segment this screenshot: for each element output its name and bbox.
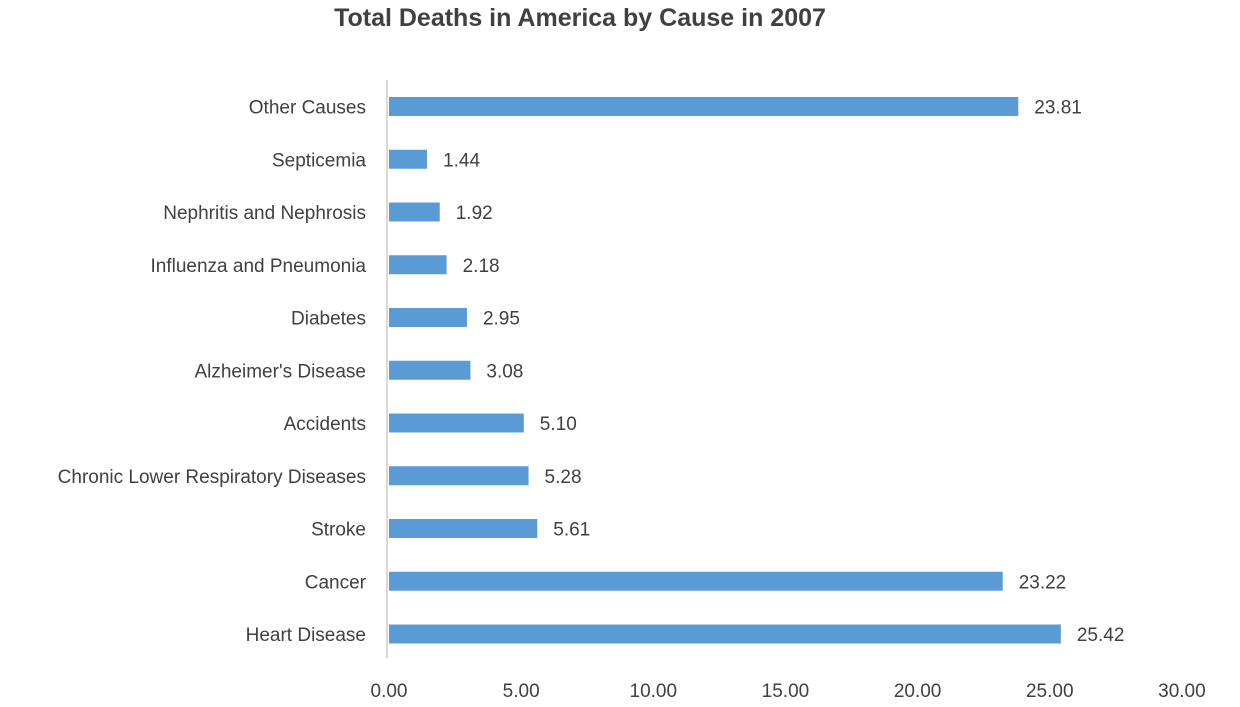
category-label: Other Causes [249, 98, 366, 119]
data-label: 1.92 [456, 203, 493, 224]
data-label: 5.28 [545, 467, 582, 488]
data-label: 3.08 [486, 361, 523, 382]
bar [389, 360, 471, 380]
bar [389, 466, 529, 486]
category-label: Cancer [305, 572, 367, 593]
data-label: 25.42 [1077, 625, 1125, 646]
bar [389, 624, 1061, 644]
x-tick-label: 30.00 [1158, 681, 1206, 702]
category-label: Stroke [311, 520, 366, 541]
category-label: Diabetes [291, 309, 366, 330]
x-tick-label: 15.00 [762, 681, 810, 702]
bar [389, 571, 1003, 591]
bar [389, 202, 440, 222]
data-label: 1.44 [443, 150, 480, 171]
bar [389, 308, 467, 327]
data-label: 23.81 [1034, 98, 1082, 119]
bar [389, 519, 538, 538]
data-label: 2.18 [463, 256, 500, 277]
data-label: 5.61 [553, 520, 590, 541]
category-label: Septicemia [272, 150, 366, 171]
data-label: 5.10 [540, 414, 577, 435]
bar [389, 255, 447, 275]
x-tick-label: 25.00 [1026, 681, 1074, 702]
bar [389, 413, 524, 433]
x-tick-label: 5.00 [503, 681, 540, 702]
category-label: Alzheimer's Disease [194, 361, 366, 382]
data-label: 23.22 [1019, 572, 1067, 593]
x-tick-label: 20.00 [894, 681, 942, 702]
category-label: Nephritis and Nephrosis [163, 203, 366, 224]
chart-title: Total Deaths in America by Cause in 2007 [334, 4, 826, 32]
category-label: Heart Disease [246, 625, 366, 646]
x-tick-label: 10.00 [630, 681, 678, 702]
category-label: Accidents [284, 414, 366, 435]
x-tick-label: 0.00 [371, 681, 408, 702]
data-label: 2.95 [483, 309, 520, 330]
bar [389, 149, 428, 169]
bar [389, 97, 1019, 116]
category-label: Chronic Lower Respiratory Diseases [58, 467, 366, 488]
category-label: Influenza and Pneumonia [151, 256, 367, 277]
